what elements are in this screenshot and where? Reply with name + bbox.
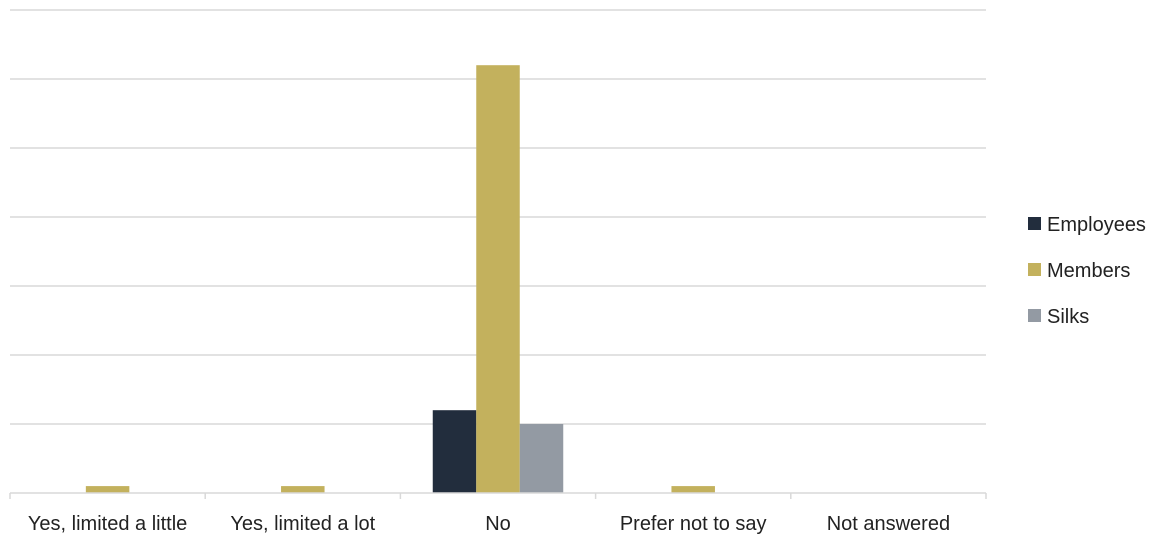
bar-members-3 xyxy=(671,486,715,493)
bar-members-0 xyxy=(85,486,130,493)
legend-label-members: Members xyxy=(1047,260,1130,282)
x-tick-label: Not answered xyxy=(827,513,950,535)
legend-swatch-employees xyxy=(1028,217,1041,230)
legend-label-employees: Employees xyxy=(1047,214,1146,236)
legend-swatch-silks xyxy=(1028,309,1041,322)
bars-group xyxy=(85,65,715,493)
legend: Employees Members Silks xyxy=(1028,214,1146,328)
x-tick-label: Yes, limited a little xyxy=(28,513,187,535)
x-tick-label: Yes, limited a lot xyxy=(230,513,375,535)
bar-employees-2 xyxy=(432,410,477,493)
x-tick-label: No xyxy=(485,513,511,535)
bar-silks-2 xyxy=(519,424,564,493)
bar-members-1 xyxy=(281,486,325,493)
x-axis xyxy=(9,492,987,499)
legend-swatch-members xyxy=(1028,263,1041,276)
x-tick-label: Prefer not to say xyxy=(620,513,767,535)
x-tick-labels: Yes, limited a little Yes, limited a lot N… xyxy=(28,513,950,535)
bar-members-2 xyxy=(476,65,520,493)
legend-label-silks: Silks xyxy=(1047,306,1089,328)
